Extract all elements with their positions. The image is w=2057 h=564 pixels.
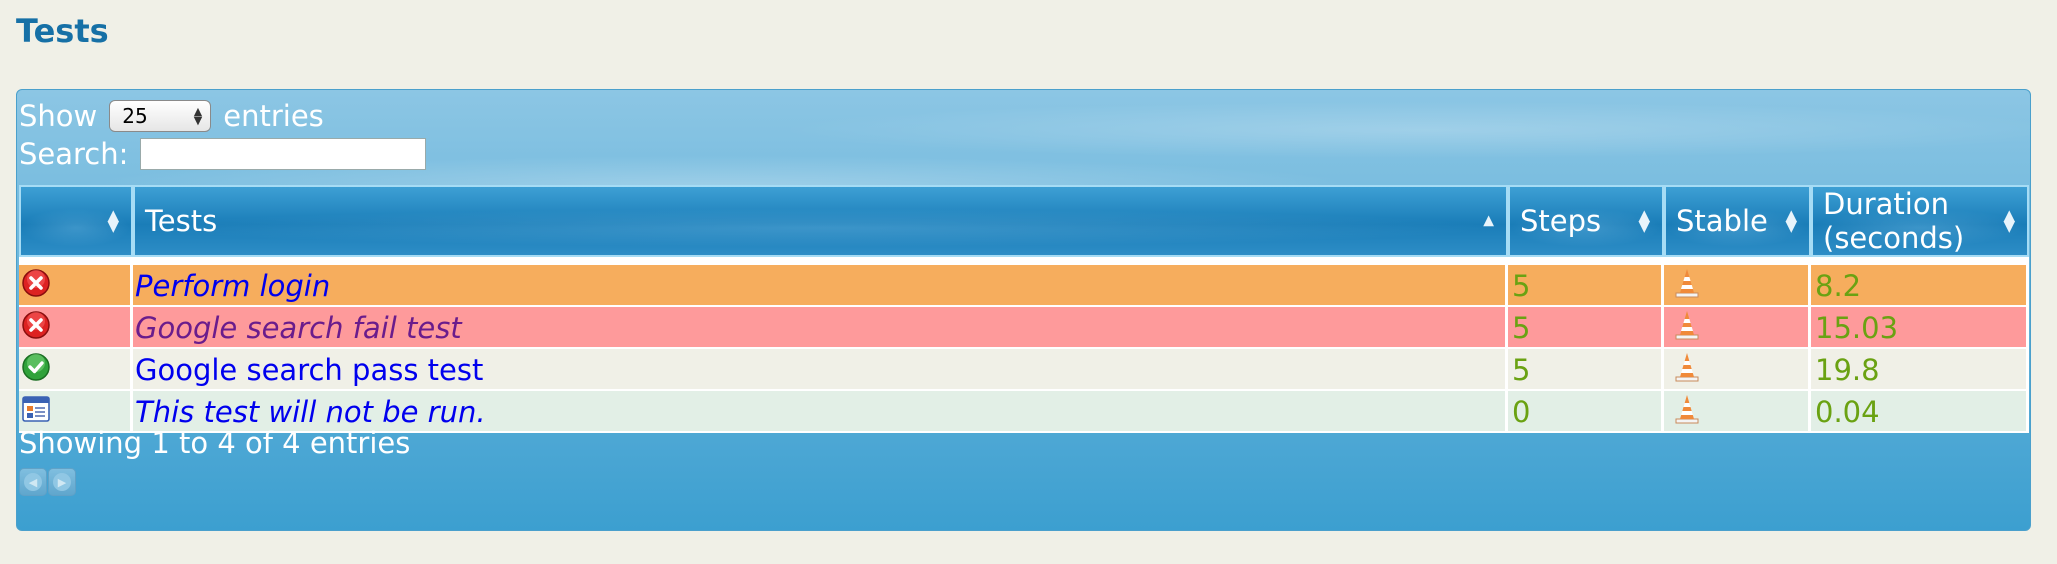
tests-table: ▲ ▼ Tests ▲ Steps ▲ ▼ Stable ▲ ▼ Duration (s… [19,185,2029,433]
steps-cell: 5 [1508,265,1664,307]
test-name-cell: Google search fail test [133,307,1508,349]
duration-cell: 0.04 [1811,391,2029,433]
column-header-duration[interactable]: Duration (seconds) ▲ ▼ [1811,185,2029,257]
test-link[interactable]: Google search fail test [135,311,462,345]
column-header-stable[interactable]: Stable ▲ ▼ [1664,185,1811,257]
test-link[interactable]: Google search pass test [135,353,484,387]
test-link[interactable]: Perform login [135,269,331,303]
warning-cone-icon [1675,310,1699,339]
duration-cell: 15.03 [1811,307,2029,349]
stable-cell [1664,265,1811,307]
search-input[interactable] [140,138,427,170]
warning-cone-icon [1675,352,1699,381]
table-row: Google search fail test 5 15.03 [19,307,2029,349]
page-size-value: 25 [122,104,148,128]
entries-label: entries [223,99,324,133]
red-x-icon [22,268,50,297]
steps-cell: 5 [1508,349,1664,391]
sort-both-icon: ▲ ▼ [2003,206,2015,235]
calendar-icon [22,395,50,422]
duration-cell: 8.2 [1811,265,2029,307]
previous-page-button[interactable]: ◀ [19,468,47,496]
test-link[interactable]: This test will not be run. [135,395,486,429]
warning-cone-icon [1675,394,1699,423]
status-cell [19,349,133,391]
page-size-control: Show 25 ▲ ▼ entries [19,96,324,136]
green-check-icon [22,352,50,381]
column-label-steps: Steps [1520,204,1602,238]
table-row: Perform login 5 8.2 [19,265,2029,307]
column-label-stable: Stable [1676,204,1768,238]
sort-both-icon: ▲ ▼ [107,206,119,235]
page-size-select[interactable]: 25 ▲ ▼ [109,100,212,132]
select-arrows-icon: ▲ ▼ [193,105,203,127]
table-row: Google search pass test 5 19.8 [19,349,2029,391]
sort-both-icon: ▲ ▼ [1785,206,1797,235]
arrow-left-icon: ◀ [24,473,42,491]
test-name-cell: Perform login [133,265,1508,307]
steps-cell: 5 [1508,307,1664,349]
warning-cone-icon [1675,268,1699,297]
header-spacer [19,257,2029,265]
red-x-icon [22,310,50,339]
status-cell [19,265,133,307]
search-control: Search: [19,134,427,174]
column-header-steps[interactable]: Steps ▲ ▼ [1508,185,1664,257]
stable-cell [1664,349,1811,391]
test-name-cell: Google search pass test [133,349,1508,391]
table-info: Showing 1 to 4 of 4 entries [19,426,411,460]
column-header-status[interactable]: ▲ ▼ [19,185,133,257]
sort-both-icon: ▲ ▼ [1638,206,1650,235]
stable-cell [1664,391,1811,433]
status-cell [19,307,133,349]
table-controls: Show 25 ▲ ▼ entries Search: [17,90,2030,182]
duration-cell: 19.8 [1811,349,2029,391]
table-header-row: ▲ ▼ Tests ▲ Steps ▲ ▼ Stable ▲ ▼ Duration (s… [19,185,2029,257]
table-footer: Showing 1 to 4 of 4 entries ◀ ▶ [17,420,2030,530]
stable-cell [1664,307,1811,349]
column-label-duration: Duration (seconds) [1823,187,1965,255]
test-name-cell: This test will not be run. [133,391,1508,433]
sort-ascending-icon: ▲ [1483,212,1494,229]
column-header-tests[interactable]: Tests ▲ [133,185,1508,257]
page-title: Tests [16,12,109,50]
show-label: Show [19,99,98,133]
table-row: This test will not be run. 0 0.04 [19,391,2029,433]
status-cell [19,391,133,433]
tests-table-panel: Show 25 ▲ ▼ entries Search: ▲ ▼ [16,89,2031,531]
steps-cell: 0 [1508,391,1664,433]
pagination: ◀ ▶ [19,468,76,496]
column-label-tests: Tests [145,204,218,238]
next-page-button[interactable]: ▶ [48,468,76,496]
arrow-right-icon: ▶ [53,473,71,491]
search-label: Search: [19,137,129,171]
